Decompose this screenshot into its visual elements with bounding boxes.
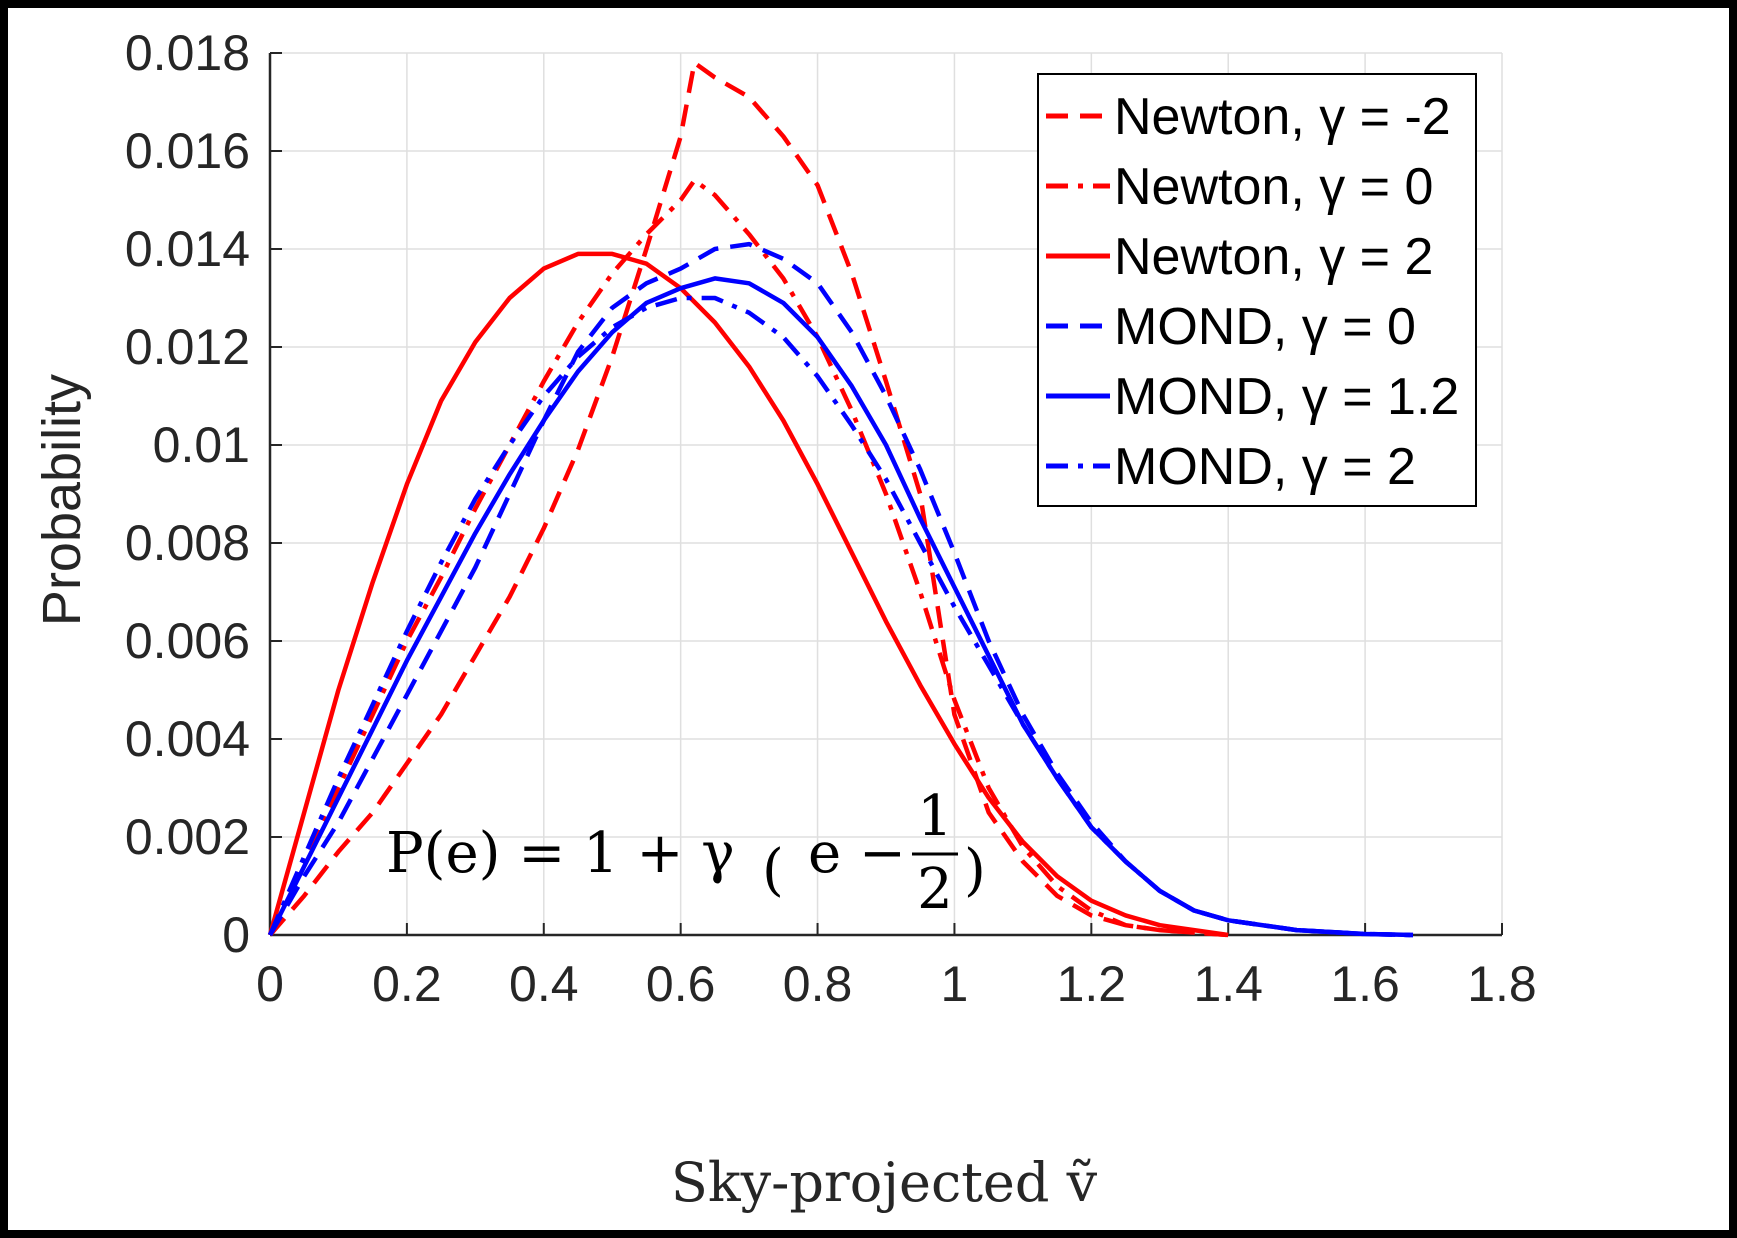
- formula-paren-close: ): [964, 838, 986, 903]
- legend-label-3: Newton, γ = 2: [1114, 228, 1433, 286]
- y-axis-label: Probability: [32, 374, 92, 626]
- formula-lhs: P(e) = 1 + γ: [386, 821, 735, 886]
- x-tick-label: 0.2: [372, 956, 442, 1012]
- y-tick-labels: 0 0.002 0.004 0.006 0.008 0.01 0.012 0.014 0.016…: [125, 25, 250, 963]
- formula-inner: e −: [808, 821, 906, 886]
- y-tick-label: 0.01: [153, 417, 250, 473]
- series-line-6: [267, 295, 1414, 938]
- x-tick-labels: 0 0.2 0.4 0.6 0.8 1 1.2 1.4 1.6 1.8: [256, 956, 1537, 1012]
- y-tick-label: 0: [222, 907, 250, 963]
- x-tick-label: 1.6: [1330, 956, 1400, 1012]
- x-tick-label: 1.2: [1057, 956, 1127, 1012]
- legend-label-5: MOND, γ = 1.2: [1114, 368, 1459, 426]
- series-line-1: [268, 60, 1229, 938]
- formula-frac-num: 1: [917, 784, 953, 849]
- x-axis-label: Sky-projected ṽ: [671, 1151, 1098, 1214]
- x-tick-label: 0.6: [646, 956, 716, 1012]
- series-line-2: [267, 178, 1229, 938]
- legend-label-2: Newton, γ = 0: [1114, 158, 1433, 216]
- formula-paren-open: (: [762, 838, 784, 903]
- legend-label-6: MOND, γ = 2: [1114, 438, 1416, 496]
- y-tick-label: 0.016: [125, 123, 250, 179]
- x-tick-label: 1.4: [1193, 956, 1263, 1012]
- series-lines: [267, 60, 1414, 938]
- line-chart: 0 0.2 0.4 0.6 0.8 1 1.2 1.4 1.6 1.8 0 0.002 0.004 0.…: [32, 25, 1537, 1214]
- y-tick-label: 0.002: [125, 809, 250, 865]
- y-tick-label: 0.018: [125, 25, 250, 81]
- legend: Newton, γ = -2 Newton, γ = 0 Newton, γ = 2…: [1037, 73, 1477, 507]
- y-tick-label: 0.006: [125, 613, 250, 669]
- legend-label-4: MOND, γ = 0: [1114, 298, 1416, 356]
- formula-frac-den: 2: [917, 857, 953, 922]
- y-tick-label: 0.004: [125, 711, 250, 767]
- x-tick-label: 0: [256, 956, 284, 1012]
- y-tick-label: 0.008: [125, 515, 250, 571]
- x-tick-label: 1.8: [1467, 956, 1537, 1012]
- formula-annotation: P(e) = 1 + γ ( e − 1 2 ): [386, 784, 986, 922]
- legend-box: [1037, 73, 1477, 507]
- x-tick-label: 0.4: [509, 956, 579, 1012]
- chart-figure: 0 0.2 0.4 0.6 0.8 1 1.2 1.4 1.6 1.8 0 0.002 0.004 0.…: [8, 8, 1729, 1230]
- series-line-3: [267, 251, 1229, 938]
- y-tick-label: 0.014: [125, 221, 250, 277]
- x-tick-label: 0.8: [783, 956, 853, 1012]
- y-tick-label: 0.012: [125, 319, 250, 375]
- axes: [268, 52, 1503, 937]
- x-tick-label: 1: [941, 956, 969, 1012]
- legend-label-1: Newton, γ = -2: [1114, 88, 1451, 146]
